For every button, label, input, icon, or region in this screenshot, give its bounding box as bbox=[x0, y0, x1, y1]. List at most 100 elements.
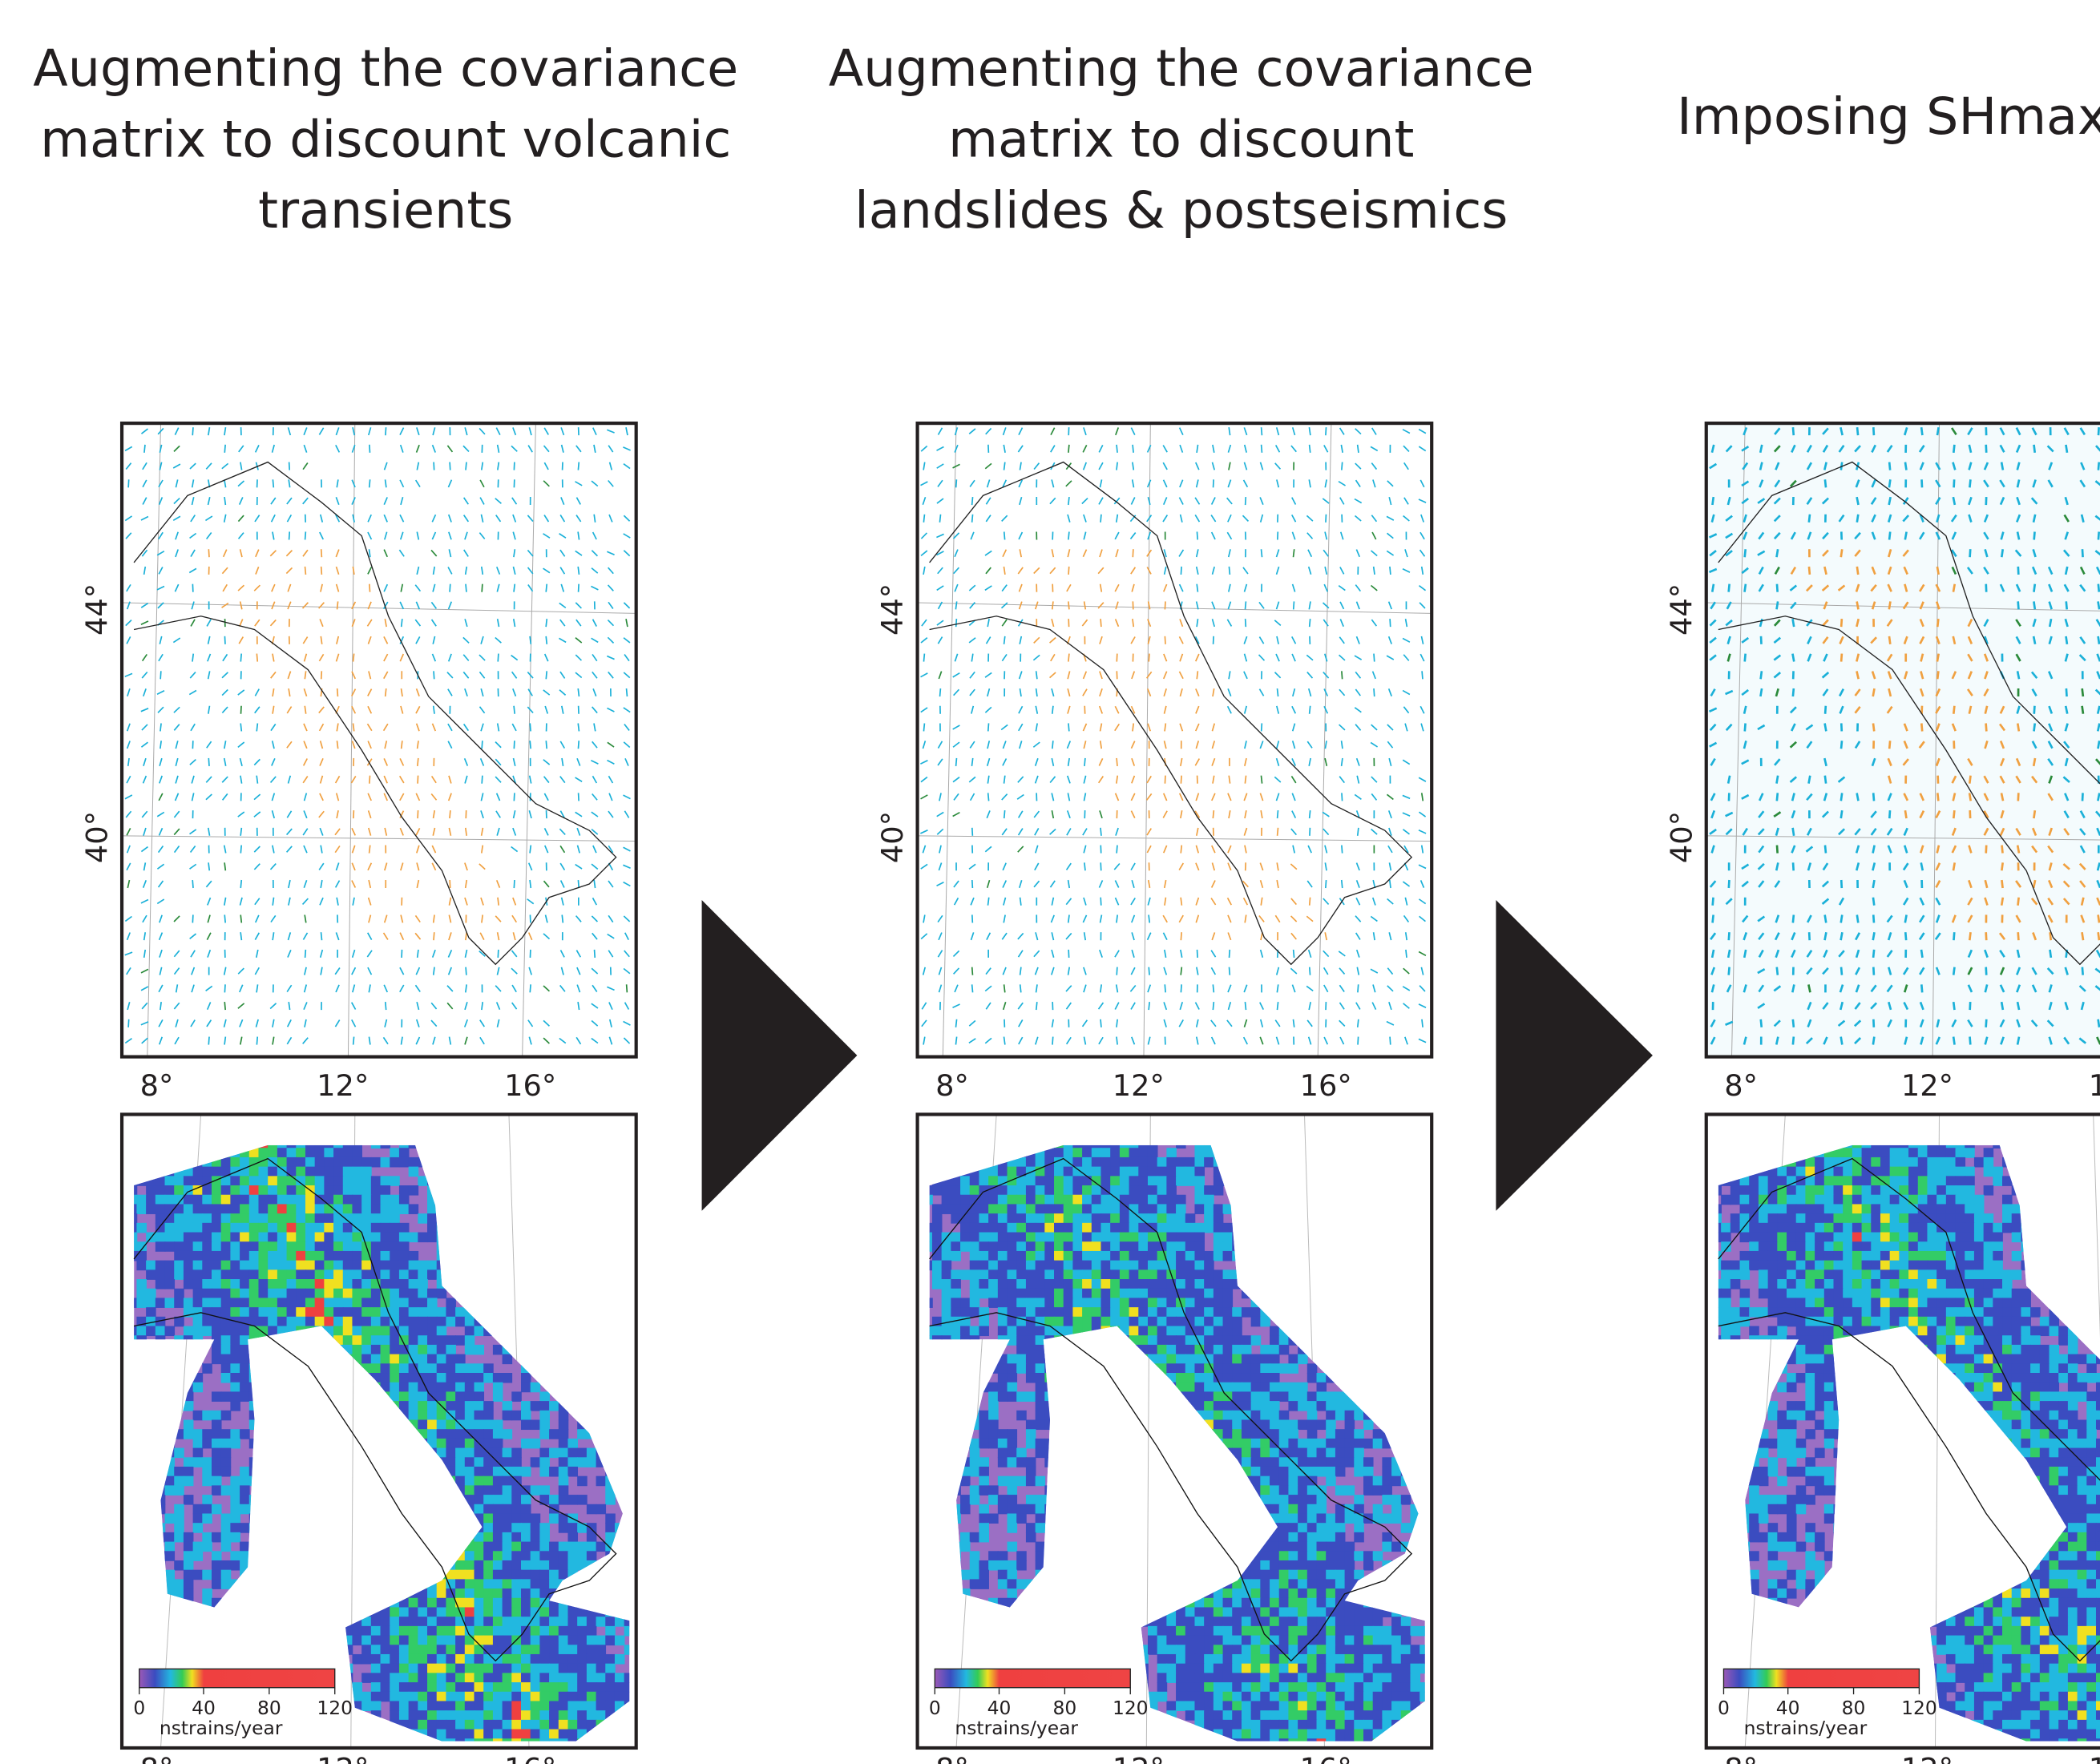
strain-cell bbox=[352, 1176, 362, 1186]
strain-cell bbox=[483, 1485, 494, 1496]
strain-cell bbox=[475, 1570, 485, 1580]
strain-cell bbox=[418, 1401, 428, 1411]
strain-cell bbox=[427, 1270, 438, 1280]
strain-cell bbox=[587, 1504, 597, 1515]
strain-cell bbox=[230, 1391, 240, 1402]
strain-cell bbox=[174, 1241, 184, 1252]
top-map bbox=[918, 423, 1432, 1056]
strain-cell bbox=[493, 1513, 503, 1524]
strain-cell bbox=[409, 1692, 419, 1702]
strain-cell bbox=[503, 1560, 513, 1571]
strain-cell bbox=[1054, 1148, 1064, 1158]
strain-cell bbox=[549, 1513, 559, 1524]
strain-cell bbox=[343, 1261, 353, 1271]
strain-cell bbox=[315, 1251, 325, 1261]
strain-cell bbox=[165, 1279, 176, 1290]
strain-cell bbox=[146, 1270, 156, 1280]
strain-cell bbox=[567, 1710, 578, 1721]
strain-cell bbox=[399, 1289, 410, 1299]
strain-cell bbox=[184, 1560, 194, 1571]
strain-cell bbox=[559, 1485, 569, 1496]
strain-cell bbox=[184, 1419, 194, 1430]
strain-cell bbox=[427, 1673, 438, 1683]
strain-cell bbox=[483, 1588, 494, 1599]
strain-cell bbox=[521, 1560, 531, 1571]
strain-cell bbox=[221, 1307, 232, 1318]
strain-cell bbox=[258, 1326, 269, 1337]
strain-cell bbox=[333, 1213, 344, 1224]
strain-cell bbox=[371, 1213, 382, 1224]
strain-cell bbox=[483, 1682, 494, 1693]
strain-cell bbox=[249, 1204, 260, 1214]
strain-cell bbox=[240, 1185, 250, 1196]
strain-cell bbox=[333, 1289, 344, 1299]
strain-cell bbox=[1036, 1157, 1046, 1168]
strain-cell bbox=[455, 1588, 466, 1599]
strain-cell bbox=[521, 1673, 531, 1683]
strain-cell bbox=[230, 1485, 240, 1496]
strain-cell bbox=[531, 1579, 541, 1589]
strain-cell bbox=[455, 1354, 466, 1365]
strain-cell bbox=[549, 1542, 559, 1552]
strain-cell bbox=[531, 1560, 541, 1571]
strain-cell bbox=[146, 1185, 156, 1196]
strain-cell bbox=[511, 1560, 522, 1571]
strain-dash bbox=[1068, 654, 1069, 662]
strain-cell bbox=[193, 1570, 204, 1580]
strain-dash bbox=[353, 1037, 354, 1045]
strain-cell bbox=[493, 1607, 503, 1617]
strain-cell bbox=[381, 1654, 391, 1665]
strain-cell bbox=[427, 1617, 438, 1627]
strain-cell bbox=[371, 1317, 382, 1327]
strain-cell bbox=[567, 1532, 578, 1543]
strain-cell bbox=[230, 1560, 240, 1571]
strain-cell bbox=[381, 1682, 391, 1693]
strain-cell bbox=[221, 1373, 232, 1383]
strain-cell bbox=[136, 1326, 147, 1337]
strain-cell bbox=[503, 1570, 513, 1580]
strain-cell bbox=[258, 1204, 269, 1214]
strain-cell bbox=[352, 1185, 362, 1196]
strain-cell bbox=[249, 1279, 260, 1290]
strain-cell bbox=[371, 1664, 382, 1674]
strain-cell bbox=[409, 1598, 419, 1609]
strain-cell bbox=[381, 1692, 391, 1702]
strain-cell bbox=[409, 1335, 419, 1346]
strain-cell bbox=[437, 1354, 447, 1365]
strain-dash bbox=[955, 1019, 956, 1027]
strain-cell bbox=[493, 1448, 503, 1459]
strain-cell bbox=[287, 1270, 297, 1280]
strain-cell bbox=[427, 1682, 438, 1693]
strain-cell bbox=[390, 1289, 400, 1299]
strain-cell bbox=[333, 1185, 344, 1196]
strain-cell bbox=[418, 1419, 428, 1430]
strain-cell bbox=[483, 1664, 494, 1674]
strain-cell bbox=[409, 1326, 419, 1337]
strain-cell bbox=[352, 1317, 362, 1327]
strain-cell bbox=[493, 1391, 503, 1402]
strain-cell bbox=[202, 1307, 212, 1318]
strain-cell bbox=[333, 1270, 344, 1280]
strain-dash bbox=[546, 741, 547, 749]
strain-cell bbox=[437, 1654, 447, 1665]
strain-cell bbox=[465, 1391, 475, 1402]
strain-cell bbox=[475, 1607, 485, 1617]
strain-dash bbox=[192, 914, 193, 922]
strain-cell bbox=[446, 1607, 456, 1617]
strain-cell bbox=[361, 1326, 372, 1337]
strain-cell bbox=[193, 1504, 204, 1515]
strain-cell bbox=[230, 1354, 240, 1365]
strain-cell bbox=[418, 1345, 428, 1355]
strain-cell bbox=[1064, 1148, 1074, 1158]
strain-cell bbox=[409, 1617, 419, 1627]
strain-cell bbox=[503, 1720, 513, 1730]
strain-cell bbox=[399, 1233, 410, 1243]
strain-cell bbox=[258, 1241, 269, 1252]
strain-cell bbox=[399, 1692, 410, 1702]
strain-cell bbox=[202, 1167, 212, 1177]
strain-cell bbox=[418, 1607, 428, 1617]
strain-cell bbox=[333, 1298, 344, 1308]
strain-cell bbox=[305, 1233, 316, 1243]
strain-dash bbox=[1406, 950, 1407, 958]
strain-dash bbox=[289, 462, 290, 470]
